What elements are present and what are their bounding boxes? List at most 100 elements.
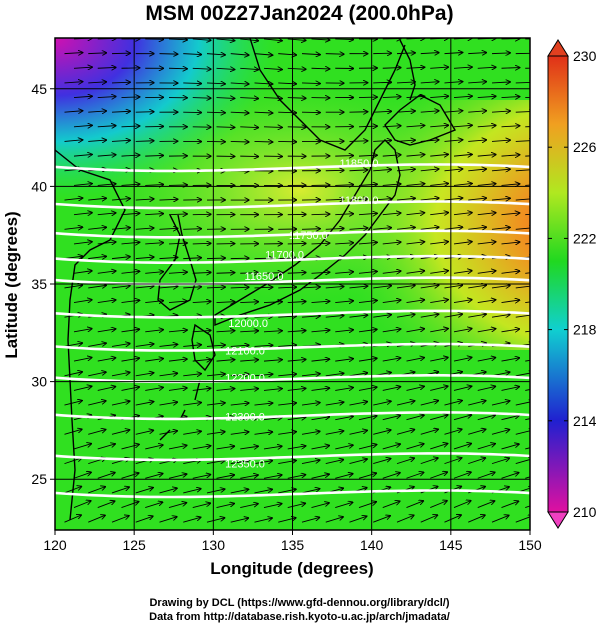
wind-arrow — [525, 213, 530, 216]
wind-arrow — [168, 445, 187, 450]
wind-arrow — [278, 403, 296, 405]
wind-arrow — [382, 329, 401, 332]
wind-arrow — [420, 198, 439, 200]
wind-arrow — [168, 330, 187, 332]
wind-arrow — [192, 359, 211, 361]
wind-arrow — [501, 501, 519, 508]
wind-arrow — [97, 126, 116, 127]
wind-arrow — [263, 127, 282, 128]
wind-arrow — [159, 488, 177, 494]
credit-drawing: Drawing by DCL (https://www.gfd-dennou.o… — [149, 597, 450, 609]
wind-arrow — [206, 287, 225, 288]
wind-arrow — [501, 126, 520, 127]
wind-arrow — [206, 374, 225, 376]
wind-arrow — [335, 330, 353, 332]
wind-arrow — [515, 430, 530, 435]
wind-arrow — [111, 372, 130, 377]
wind-arrow — [373, 228, 391, 230]
wind-arrow — [183, 54, 201, 55]
wind-arrow — [97, 184, 116, 186]
wind-arrow — [88, 53, 106, 54]
wind-arrow — [240, 475, 258, 479]
wind-arrow — [73, 386, 92, 391]
colorbar-bar — [547, 55, 569, 513]
wind-arrow — [430, 125, 448, 127]
wind-arrow — [64, 198, 83, 200]
wind-arrow — [135, 141, 154, 142]
wind-arrow — [88, 285, 106, 288]
wind-arrow — [468, 401, 485, 406]
wind-arrow — [111, 487, 129, 494]
wind-arrow — [477, 125, 496, 126]
wind-arrow — [121, 444, 139, 450]
wind-arrow — [64, 285, 83, 288]
wind-arrow — [73, 213, 92, 215]
y-tick-label: 35 — [31, 276, 47, 292]
wind-arrow — [254, 403, 273, 405]
wind-arrow — [396, 430, 414, 435]
credit-data: Data from http://database.rish.kyoto-u.a… — [149, 611, 450, 623]
wind-arrow — [453, 329, 472, 333]
wind-arrow — [335, 388, 353, 391]
wind-arrow — [358, 126, 377, 127]
wind-arrow — [430, 415, 447, 421]
wind-arrow — [335, 243, 353, 244]
wind-arrow — [358, 329, 377, 331]
wind-arrow — [525, 272, 530, 274]
wind-arrow — [430, 501, 447, 508]
wind-arrow — [430, 357, 448, 362]
wind-arrow — [420, 458, 438, 465]
wind-arrow — [335, 445, 353, 450]
wind-arrow — [263, 504, 282, 508]
contour-label: 12350.0 — [225, 459, 265, 471]
wind-arrow — [111, 257, 130, 259]
wind-arrow — [406, 329, 425, 333]
wind-arrow — [192, 68, 211, 69]
y-tick-label: 30 — [31, 374, 47, 390]
wind-arrow — [278, 432, 296, 435]
wind-arrow — [335, 416, 353, 421]
wind-arrow — [406, 472, 424, 479]
wind-arrow — [278, 316, 296, 317]
wind-arrow — [468, 458, 485, 465]
wind-arrow — [420, 169, 439, 171]
wind-arrow — [64, 140, 83, 142]
wind-arrow — [444, 82, 463, 83]
wind-arrow — [501, 473, 519, 479]
wind-arrow — [263, 68, 282, 69]
wind-arrow — [453, 242, 472, 244]
wind-arrow — [468, 53, 486, 54]
wind-arrow — [396, 401, 415, 406]
wind-arrow — [278, 83, 296, 84]
wind-arrow — [382, 242, 401, 244]
wind-arrow — [73, 300, 92, 303]
wind-arrow — [64, 372, 83, 377]
wind-arrow — [159, 344, 178, 346]
wind-arrow — [349, 402, 368, 406]
wind-arrow — [477, 213, 496, 215]
colorbar-tick-label: 214 — [573, 413, 597, 429]
wind-arrow — [515, 140, 530, 141]
wind-arrow — [301, 229, 320, 230]
colorbar-bottom-triangle — [547, 511, 569, 529]
wind-arrow — [159, 517, 177, 523]
wind-arrow — [396, 285, 415, 288]
wind-arrow — [192, 301, 211, 302]
wind-arrow — [183, 229, 201, 230]
wind-arrow — [216, 39, 235, 41]
wind-arrow — [406, 415, 424, 421]
wind-arrow — [349, 286, 368, 288]
wind-arrow — [263, 389, 282, 391]
wind-arrow — [406, 444, 424, 450]
wind-arrow — [263, 475, 282, 479]
wind-arrow — [335, 214, 353, 215]
wind-arrow — [216, 127, 235, 128]
wind-arrow — [525, 155, 530, 157]
wind-arrow — [121, 387, 140, 391]
colorbar: 230 226 222 218 214 210 — [547, 39, 597, 529]
wind-arrow — [420, 401, 438, 406]
wind-arrow — [278, 258, 296, 259]
wind-arrow — [73, 358, 92, 362]
wind-arrow — [254, 432, 273, 434]
wind-arrow — [396, 458, 414, 465]
